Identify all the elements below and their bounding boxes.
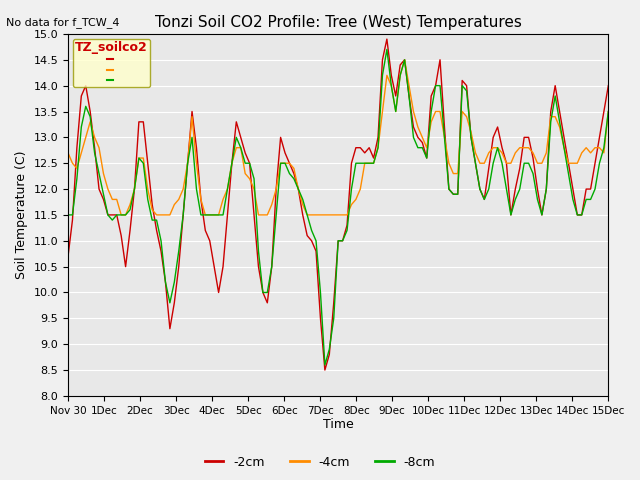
X-axis label: Time: Time [323, 419, 353, 432]
Text: No data for f_TCW_4: No data for f_TCW_4 [6, 17, 120, 28]
Title: Tonzi Soil CO2 Profile: Tree (West) Temperatures: Tonzi Soil CO2 Profile: Tree (West) Temp… [155, 15, 522, 30]
Y-axis label: Soil Temperature (C): Soil Temperature (C) [15, 151, 28, 279]
Legend: , , : , , [73, 39, 150, 87]
Legend: -2cm, -4cm, -8cm: -2cm, -4cm, -8cm [200, 451, 440, 474]
